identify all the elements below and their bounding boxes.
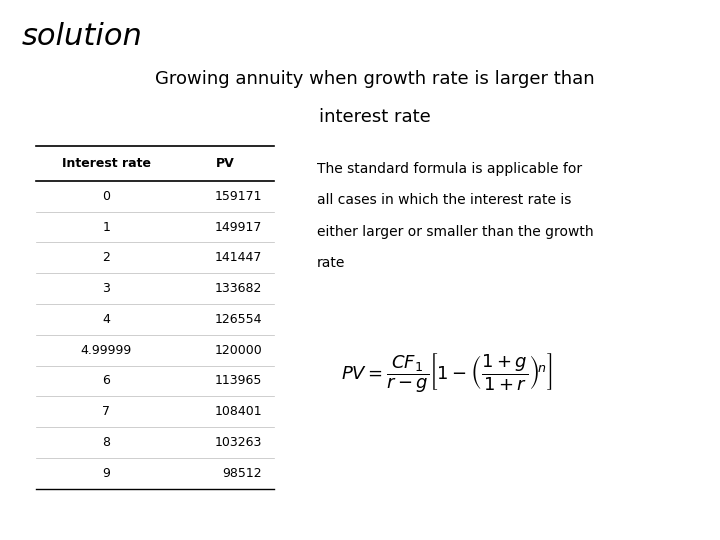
Text: 3: 3 — [102, 282, 110, 295]
Text: 4.99999: 4.99999 — [81, 343, 132, 357]
Text: 2: 2 — [102, 251, 110, 265]
Text: 8: 8 — [102, 436, 110, 449]
Text: 120000: 120000 — [214, 343, 262, 357]
Text: 4: 4 — [102, 313, 110, 326]
Text: Interest rate: Interest rate — [62, 157, 150, 170]
Text: 9: 9 — [102, 467, 110, 480]
Text: either larger or smaller than the growth: either larger or smaller than the growth — [317, 225, 593, 239]
Text: 108401: 108401 — [215, 405, 262, 418]
Text: Growing annuity when growth rate is larger than: Growing annuity when growth rate is larg… — [155, 70, 594, 88]
Text: 0: 0 — [102, 190, 110, 203]
Text: 98512: 98512 — [222, 467, 262, 480]
Text: The standard formula is applicable for: The standard formula is applicable for — [317, 162, 582, 176]
Text: 113965: 113965 — [215, 374, 262, 388]
Text: 159171: 159171 — [215, 190, 262, 203]
Text: 133682: 133682 — [215, 282, 262, 295]
Text: solution: solution — [22, 22, 143, 51]
Text: 7: 7 — [102, 405, 110, 418]
Text: 126554: 126554 — [215, 313, 262, 326]
Text: 103263: 103263 — [215, 436, 262, 449]
Text: 6: 6 — [102, 374, 110, 388]
Text: 149917: 149917 — [215, 220, 262, 234]
Text: interest rate: interest rate — [318, 108, 431, 126]
Text: $PV = \dfrac{CF_1}{r-g}\left[1 - \left(\dfrac{1+g}{1+r}\right)^{\!n}\right]$: $PV = \dfrac{CF_1}{r-g}\left[1 - \left(\… — [341, 351, 552, 394]
Text: all cases in which the interest rate is: all cases in which the interest rate is — [317, 193, 571, 207]
Text: 141447: 141447 — [215, 251, 262, 265]
Text: PV: PV — [215, 157, 235, 170]
Text: rate: rate — [317, 256, 345, 270]
Text: 1: 1 — [102, 220, 110, 234]
